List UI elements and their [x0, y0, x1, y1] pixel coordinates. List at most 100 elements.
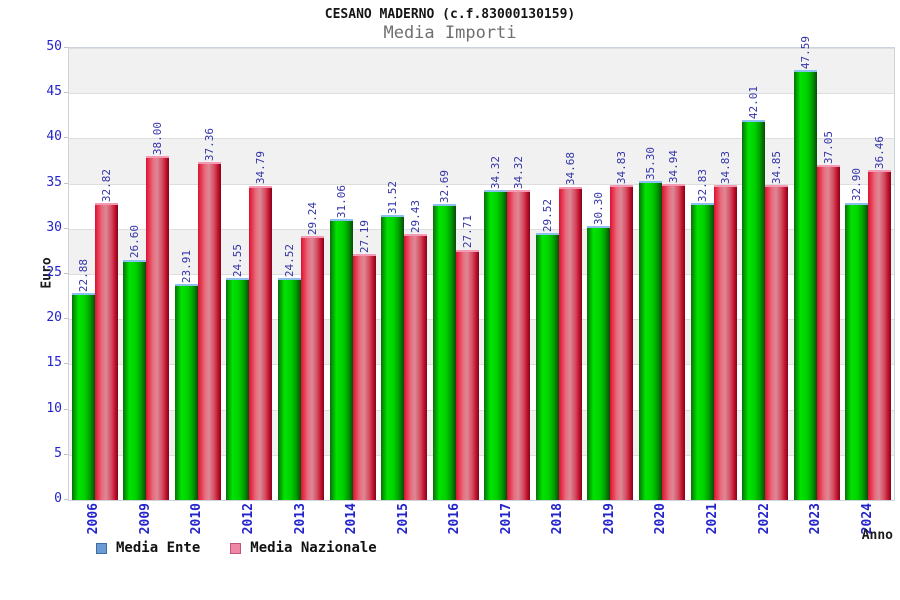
bar-value-label: 29.43	[409, 199, 423, 233]
bar-media-ente-2017: 34.32	[484, 156, 508, 500]
y-tick-mark	[64, 318, 68, 320]
y-tick-label: 35	[46, 174, 62, 190]
media-ente-swatch-icon	[96, 542, 107, 554]
y-tick-mark	[64, 92, 68, 94]
bar-group-2015: 31.52 29.43	[378, 48, 430, 500]
bar-value-label: 24.52	[283, 244, 297, 278]
bar-value-label: 42.01	[747, 86, 761, 120]
x-tick-label-2020: 2020	[653, 503, 669, 535]
bar-group-2006: 22.88 32.82	[69, 48, 121, 500]
y-tick-label: 0	[54, 491, 62, 506]
bar-value-label: 34.94	[666, 150, 680, 184]
bar-media-ente-2024: 32.90	[845, 168, 869, 500]
grid-band	[69, 48, 894, 94]
legend: Media Ente Media Nazionale	[96, 540, 377, 556]
y-tick-label: 45	[46, 84, 62, 100]
bar-value-label: 29.52	[540, 199, 554, 233]
bar-media-ente-2023: 47.59	[793, 36, 817, 500]
bar-media-nazionale-2017: 34.32	[507, 156, 531, 500]
bar-value-label: 34.79	[254, 151, 268, 185]
bar-group-2013: 24.52 29.24	[275, 48, 327, 500]
grid-band	[69, 454, 894, 500]
chart-title: CESANO MADERNO (c.f.83000130159)	[324, 7, 576, 22]
x-tick-label-2022: 2022	[756, 503, 772, 535]
bar-media-ente-2016: 32.69	[432, 170, 456, 500]
bar-media-nazionale-2019: 34.83	[610, 151, 634, 500]
bar-media-nazionale-2023: 37.05	[816, 131, 840, 500]
bar-media-nazionale-2022: 34.85	[765, 151, 789, 500]
bar-value-label: 38.00	[151, 122, 165, 156]
bar-value-label: 34.68	[563, 152, 577, 186]
x-axis-title: Anno	[861, 528, 893, 543]
x-tick-label-2023: 2023	[808, 503, 824, 535]
bar-group-2016: 32.69 27.71	[430, 48, 482, 500]
y-tick-mark	[64, 453, 68, 455]
y-tick-mark	[64, 499, 68, 500]
bar-value-label: 26.60	[128, 225, 142, 259]
bar-group-2019: 30.30 34.83	[585, 48, 637, 500]
bar-value-label: 35.30	[643, 146, 657, 180]
bar-value-label: 27.71	[460, 215, 474, 249]
legend-label-media-nazionale: Media Nazionale	[250, 540, 377, 556]
bar-media-ente-2006: 22.88	[71, 259, 95, 500]
chart-subtitle: Media Importi	[383, 23, 517, 43]
y-tick-mark	[64, 182, 68, 184]
x-tick-label-2015: 2015	[395, 503, 411, 535]
bar-media-ente-2021: 32.83	[690, 169, 714, 500]
legend-item-media-nazionale: Media Nazionale	[230, 540, 377, 556]
bar-value-label: 29.24	[306, 201, 320, 235]
bar-value-label: 31.52	[386, 180, 400, 215]
y-tick-label: 50	[46, 39, 62, 54]
media-nazionale-swatch-icon	[230, 542, 242, 554]
x-tick-label-2017: 2017	[498, 503, 514, 535]
bar-group-2012: 24.55 34.79	[224, 48, 276, 500]
y-tick-mark	[64, 47, 68, 48]
bar-group-2018: 29.52 34.68	[533, 48, 585, 500]
bar-value-label: 37.05	[821, 130, 835, 165]
legend-label-media-ente: Media Ente	[116, 540, 201, 556]
bar-media-ente-2015: 31.52	[381, 181, 405, 500]
x-tick-label-2019: 2019	[601, 503, 617, 535]
bar-group-2014: 31.06 27.19	[327, 48, 379, 500]
bar-group-2024: 32.90 36.46	[842, 48, 894, 500]
bar-value-label: 37.36	[202, 128, 216, 162]
bar-media-nazionale-2024: 36.46	[868, 136, 892, 500]
bar-value-label: 24.55	[231, 243, 245, 278]
x-tick-label-2021: 2021	[705, 503, 721, 535]
y-tick-label: 20	[46, 310, 62, 326]
bar-media-ente-2012: 24.55	[226, 244, 250, 500]
bar-value-label: 27.19	[357, 220, 371, 254]
bar-group-2023: 47.59 37.05	[791, 36, 843, 500]
y-tick-label: 25	[46, 265, 62, 280]
y-tick-mark	[64, 363, 68, 365]
bar-value-label: 30.30	[592, 191, 606, 226]
bar-media-ente-2019: 30.30	[587, 192, 611, 500]
bar-media-ente-2018: 29.52	[535, 199, 559, 500]
y-tick-label: 40	[46, 129, 62, 145]
bar-media-nazionale-2015: 29.43	[404, 200, 428, 500]
bar-media-nazionale-2006: 32.82	[94, 169, 118, 500]
bar-media-nazionale-2021: 34.83	[713, 151, 737, 500]
bar-value-label: 47.59	[798, 35, 812, 69]
bar-value-label: 22.88	[76, 259, 90, 293]
bar-value-label: 34.83	[615, 151, 629, 185]
y-tick-mark	[64, 273, 68, 274]
bar-group-2020: 35.30 34.94	[636, 48, 688, 500]
x-tick-label-2024: 2024	[859, 503, 875, 535]
bar-media-ente-2013: 24.52	[278, 244, 302, 500]
grid-band	[69, 183, 894, 229]
bar-media-nazionale-2014: 27.19	[352, 220, 376, 500]
grid-band	[69, 274, 894, 319]
bar-media-ente-2022: 42.01	[742, 86, 766, 500]
x-tick-label-2018: 2018	[550, 503, 566, 535]
y-tick-label: 15	[46, 355, 62, 371]
bar-media-nazionale-2020: 34.94	[661, 150, 685, 500]
plot-area: 22.88 32.82 26.60 38.00 23.91 37.36 24.55 34.79…	[68, 36, 895, 501]
bar-media-nazionale-2012: 34.79	[249, 151, 273, 500]
bar-media-nazionale-2018: 34.68	[558, 152, 582, 500]
bar-value-label: 34.85	[770, 150, 784, 184]
bar-group-2022: 42.01 34.85	[739, 48, 791, 500]
bar-value-label: 34.32	[512, 155, 526, 189]
bar-value-label: 32.82	[99, 169, 113, 203]
